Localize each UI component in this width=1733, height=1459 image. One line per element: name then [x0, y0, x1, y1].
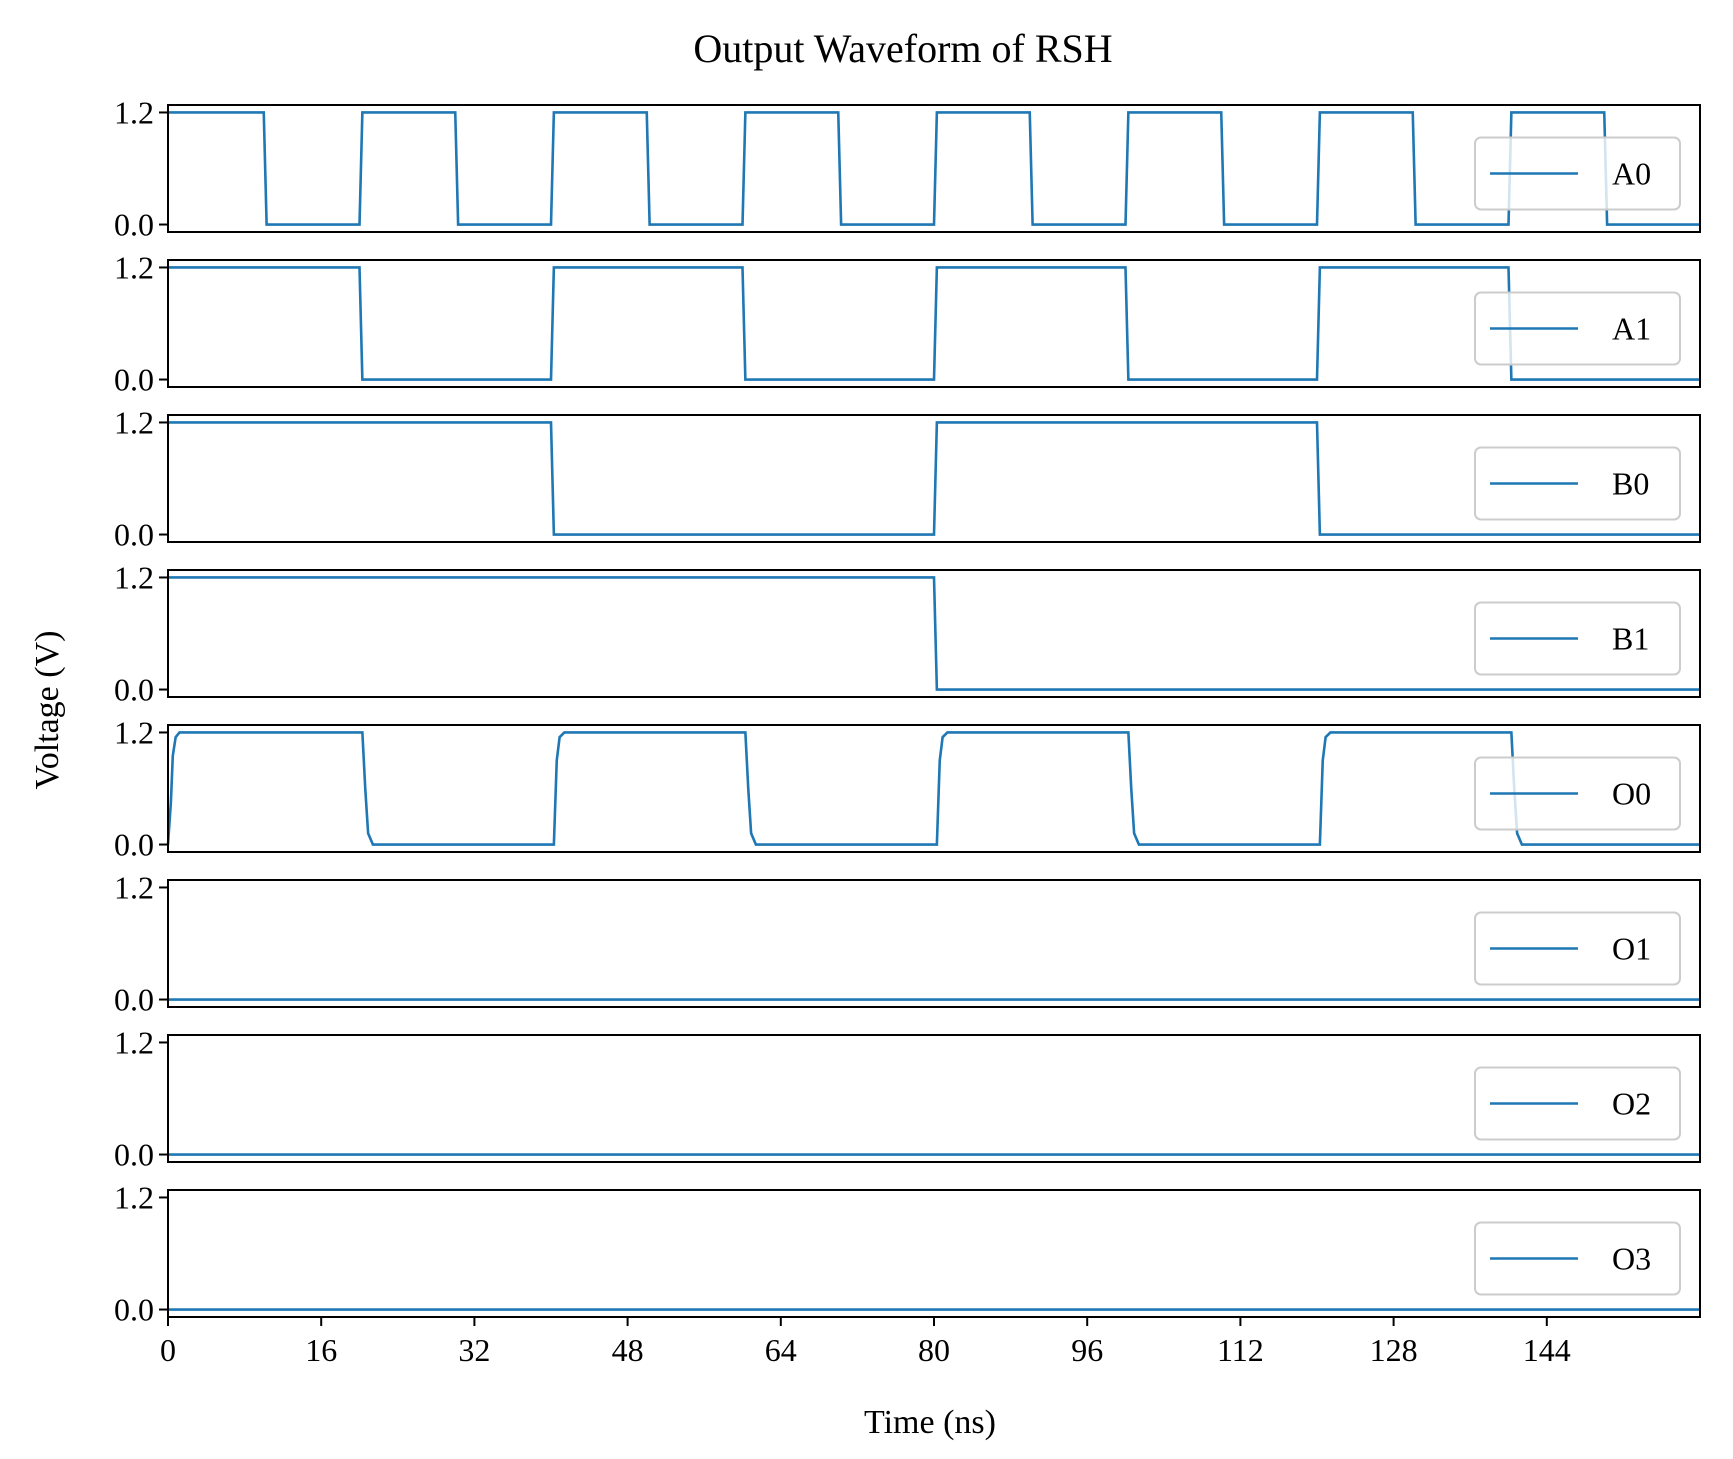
legend-label: B1: [1612, 621, 1649, 657]
legend-label: A1: [1612, 311, 1651, 347]
axes-frame: [167, 1034, 1701, 1163]
legend-label: O1: [1612, 931, 1651, 967]
x-axis-label: Time (ns): [864, 1404, 996, 1441]
legend-label: O2: [1612, 1086, 1651, 1122]
legend: B0: [1474, 446, 1681, 521]
subplot-b0: 0.0 1.2 B0: [114, 404, 1701, 553]
y-axis-label: Voltage (V): [29, 631, 66, 790]
y-tick-label: 1.2: [114, 869, 154, 905]
y-tick-label: 0.0: [114, 1137, 154, 1173]
x-tick-label: 32: [458, 1332, 490, 1368]
axes-frame: [167, 104, 1701, 233]
x-tick-label: 128: [1370, 1332, 1418, 1368]
x-tick-label: 112: [1217, 1332, 1264, 1368]
axes-frame: [167, 414, 1701, 543]
axes-frame: [167, 1189, 1701, 1318]
subplot-panels: 0.0 1.2 A0 0.0 1.2 A1 0.0 1.2 B0 0.0 1.2 B1 0.0 1.2 O0…: [114, 94, 1701, 1368]
x-tick-label: 0: [160, 1332, 176, 1368]
series-line-a1: [168, 266, 1700, 381]
x-tick-label: 144: [1523, 1332, 1571, 1368]
series-line-b1: [168, 576, 1700, 691]
legend: A0: [1474, 136, 1681, 211]
chart-title: Output Waveform of RSH: [693, 26, 1112, 71]
x-tick-label: 48: [612, 1332, 644, 1368]
y-tick-label: 0.0: [114, 827, 154, 863]
legend: O3: [1474, 1221, 1681, 1296]
legend-label: B0: [1612, 466, 1649, 502]
y-tick-label: 1.2: [114, 94, 154, 130]
x-tick-label: 80: [918, 1332, 950, 1368]
y-tick-label: 1.2: [114, 249, 154, 285]
y-tick-label: 1.2: [114, 714, 154, 750]
y-tick-label: 1.2: [114, 1179, 154, 1215]
y-tick-label: 0.0: [114, 362, 154, 398]
legend-label: O0: [1612, 776, 1651, 812]
axes-frame: [167, 259, 1701, 388]
x-tick-label: 64: [765, 1332, 797, 1368]
subplot-o0: 0.0 1.2 O0: [114, 714, 1701, 863]
y-tick-label: 0.0: [114, 517, 154, 553]
axes-frame: [167, 724, 1701, 853]
x-tick-label: 96: [1071, 1332, 1103, 1368]
legend-label: O3: [1612, 1241, 1651, 1277]
y-tick-label: 1.2: [114, 404, 154, 440]
subplot-o1: 0.0 1.2 O1: [114, 869, 1701, 1018]
y-tick-label: 1.2: [114, 559, 154, 595]
series-line-a0: [168, 111, 1700, 226]
axes-frame: [167, 879, 1701, 1008]
legend: B1: [1474, 601, 1681, 676]
legend: O2: [1474, 1066, 1681, 1141]
legend: A1: [1474, 291, 1681, 366]
y-tick-label: 0.0: [114, 982, 154, 1018]
legend: O1: [1474, 911, 1681, 986]
legend-label: A0: [1612, 156, 1651, 192]
axes-frame: [167, 569, 1701, 698]
y-tick-label: 0.0: [114, 672, 154, 708]
legend: O0: [1474, 756, 1681, 831]
series-line-o0: [166, 731, 1700, 846]
subplot-b1: 0.0 1.2 B1: [114, 559, 1701, 708]
x-tick-label: 16: [305, 1332, 337, 1368]
y-tick-label: 1.2: [114, 1024, 154, 1060]
subplot-a0: 0.0 1.2 A0: [114, 94, 1701, 243]
subplot-o3: 0.0 1.2 O3 0 16 32 48 64 80 96 112 128 144: [114, 1179, 1701, 1368]
subplot-o2: 0.0 1.2 O2: [114, 1024, 1701, 1173]
subplot-a1: 0.0 1.2 A1: [114, 249, 1701, 398]
series-line-b0: [168, 421, 1700, 536]
y-tick-label: 0.0: [114, 1292, 154, 1328]
y-tick-label: 0.0: [114, 207, 154, 243]
